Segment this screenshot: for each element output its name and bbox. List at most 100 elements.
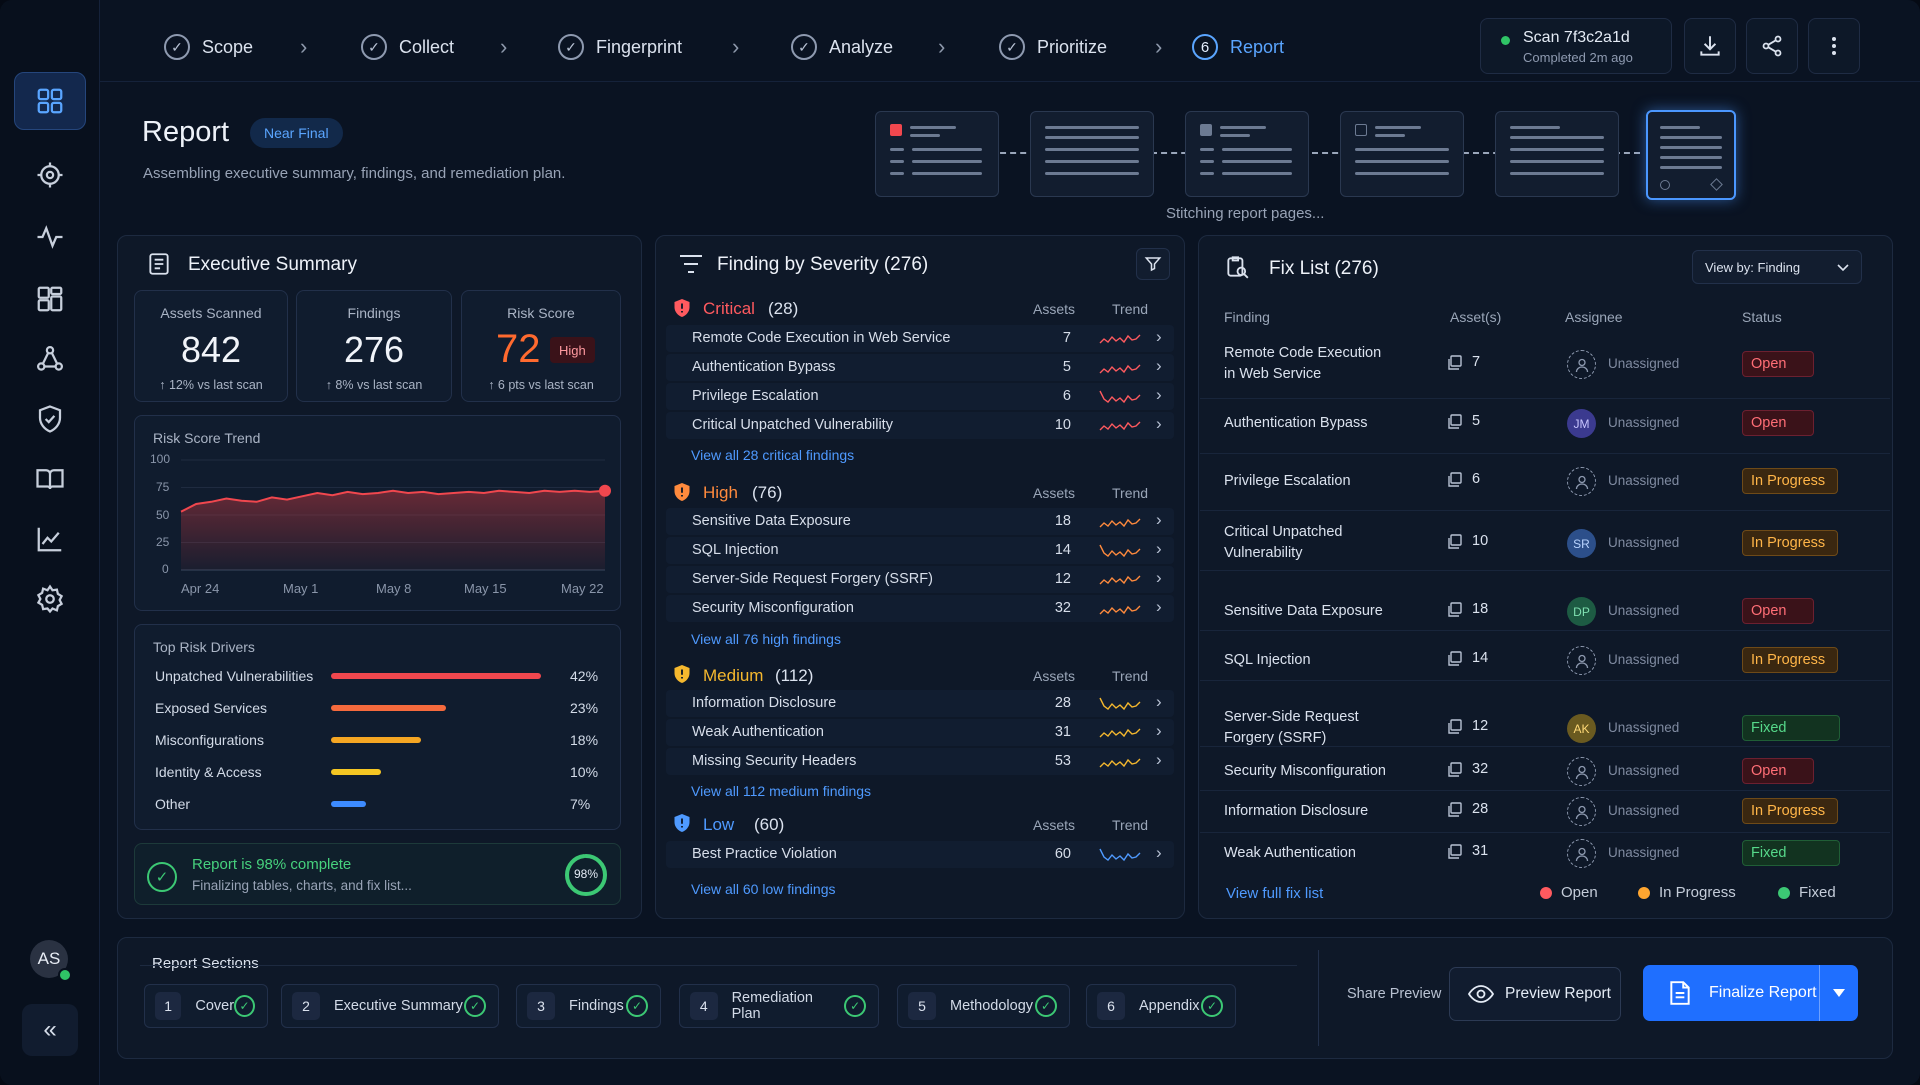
assignee-avatar[interactable]: AK	[1567, 714, 1596, 743]
finding-row[interactable]: Information Disclosure 28 ›	[666, 690, 1174, 717]
gear-icon	[36, 584, 64, 614]
status-badge[interactable]: Open	[1742, 758, 1814, 784]
sidebar: AS «	[0, 0, 100, 1085]
sidebar-dashboard[interactable]	[14, 72, 86, 130]
section-remediation-plan[interactable]: 4 Remediation Plan ✓	[679, 984, 879, 1028]
page-thumbnail-active[interactable]	[1646, 110, 1736, 200]
driver-percent: 18%	[570, 732, 599, 748]
trend-sparkline	[1099, 575, 1141, 585]
page-thumbnail[interactable]	[1495, 111, 1619, 197]
unassigned-user-icon[interactable]	[1567, 757, 1596, 786]
step-fingerprint[interactable]: ✓ Fingerprint	[558, 34, 682, 60]
finding-row[interactable]: Security Misconfiguration 32 ›	[666, 595, 1174, 622]
assets-stack-icon	[1448, 354, 1462, 370]
section-number: 5	[908, 992, 936, 1020]
finalize-report-button[interactable]: Finalize Report	[1643, 965, 1858, 1021]
chevron-right-icon: ›	[300, 34, 308, 59]
finding-name: Missing Security Headers	[692, 753, 857, 769]
sidebar-modules[interactable]	[14, 270, 86, 328]
column-header-assignee: Assignee	[1565, 309, 1623, 325]
page-thumbnail[interactable]	[875, 111, 999, 197]
step-report[interactable]: 6 Report	[1192, 34, 1284, 60]
finding-row[interactable]: Missing Security Headers 53 ›	[666, 748, 1174, 775]
view-critical-link[interactable]: View all 28 critical findings	[691, 447, 855, 463]
status-badge[interactable]: In Progress	[1742, 798, 1838, 824]
unassigned-user-icon[interactable]	[1567, 467, 1596, 496]
filter-button[interactable]	[1136, 248, 1170, 280]
status-badge[interactable]: Fixed	[1742, 840, 1840, 866]
section-appendix[interactable]: 6 Appendix ✓	[1086, 984, 1236, 1028]
view-full-fix-list-link[interactable]: View full fix list	[1226, 885, 1324, 902]
section-executive-summary[interactable]: 2 Executive Summary ✓	[281, 984, 499, 1028]
section-methodology[interactable]: 5 Methodology ✓	[897, 984, 1070, 1028]
sidebar-analytics[interactable]	[14, 510, 86, 568]
finding-row[interactable]: Server-Side Request Forgery (SSRF) 12 ›	[666, 566, 1174, 593]
view-medium-link[interactable]: View all 112 medium findings	[691, 783, 872, 799]
assignee-avatar[interactable]: JM	[1567, 409, 1596, 438]
page-thumbnail[interactable]	[1185, 111, 1309, 197]
finding-name: Information Disclosure	[692, 695, 837, 711]
assignee-avatar[interactable]: DP	[1567, 597, 1596, 626]
sidebar-network[interactable]	[14, 330, 86, 388]
column-header-assets: Assets	[1033, 301, 1076, 317]
view-high-link[interactable]: View all 76 high findings	[691, 631, 841, 647]
status-badge[interactable]: Open	[1742, 598, 1814, 624]
view-by-select[interactable]: View by: Finding	[1692, 250, 1862, 284]
driver-label: Misconfigurations	[155, 732, 264, 748]
share-preview-label[interactable]: Share Preview	[1347, 986, 1442, 1002]
unassigned-user-icon[interactable]	[1567, 839, 1596, 868]
finding-row[interactable]: Sensitive Data Exposure 18 ›	[666, 508, 1174, 535]
check-circle-icon: ✓	[1201, 995, 1223, 1017]
view-low-link[interactable]: View all 60 low findings	[691, 881, 836, 897]
driver-percent: 42%	[570, 668, 599, 684]
unassigned-user-icon[interactable]	[1567, 350, 1596, 379]
sidebar-activity[interactable]	[14, 208, 86, 266]
collapse-sidebar-button[interactable]: «	[22, 1004, 78, 1056]
trend-latest-point[interactable]	[599, 484, 611, 497]
finding-row[interactable]: SQL Injection 14 ›	[666, 537, 1174, 564]
status-badge[interactable]: Fixed	[1742, 715, 1840, 741]
preview-report-button[interactable]: Preview Report	[1449, 967, 1621, 1021]
step-prioritize[interactable]: ✓ Prioritize	[999, 34, 1107, 60]
step-analyze[interactable]: ✓ Analyze	[791, 34, 893, 60]
step-scope[interactable]: ✓ Scope	[164, 34, 253, 60]
page-subtitle: Assembling executive summary, findings, …	[143, 165, 566, 182]
status-badge[interactable]: Open	[1742, 351, 1814, 377]
severity-title: Finding by Severity (276)	[717, 254, 929, 275]
finding-row[interactable]: Authentication Bypass 5 ›	[666, 354, 1174, 381]
unassigned-user-icon[interactable]	[1567, 646, 1596, 675]
sparkline-path	[1099, 544, 1141, 558]
status-badge[interactable]: In Progress	[1742, 647, 1838, 673]
finding-row[interactable]: Best Practice Violation 60 ›	[666, 841, 1174, 868]
finding-row[interactable]: Weak Authentication 31 ›	[666, 719, 1174, 746]
section-cover[interactable]: 1 Cover ✓	[144, 984, 268, 1028]
caret-down-icon[interactable]	[1833, 989, 1845, 997]
status-badge[interactable]: Open	[1742, 410, 1814, 436]
y-tick: 0	[162, 562, 169, 576]
status-badge[interactable]: In Progress	[1742, 530, 1838, 556]
chevron-right-icon: ›	[1156, 327, 1162, 346]
page-thumbnail[interactable]	[1030, 111, 1154, 197]
section-findings[interactable]: 3 Findings ✓	[516, 984, 661, 1028]
sidebar-docs[interactable]	[14, 450, 86, 508]
finding-row[interactable]: Remote Code Execution in Web Service 7 ›	[666, 325, 1174, 352]
assignee-avatar[interactable]: SR	[1567, 529, 1596, 558]
finding-row[interactable]: Privilege Escalation 6 ›	[666, 383, 1174, 410]
sidebar-settings[interactable]	[14, 570, 86, 628]
driver-label: Unpatched Vulnerabilities	[155, 668, 314, 684]
step-collect[interactable]: ✓ Collect	[361, 34, 454, 60]
sidebar-security[interactable]	[14, 390, 86, 448]
sidebar-target[interactable]	[14, 146, 86, 204]
more-options-button[interactable]	[1808, 18, 1860, 74]
unassigned-user-icon[interactable]	[1567, 797, 1596, 826]
trend-area	[181, 490, 605, 570]
finding-row[interactable]: Critical Unpatched Vulnerability 10 ›	[666, 412, 1174, 439]
download-button[interactable]	[1684, 18, 1736, 74]
fix-asset-count: 28	[1472, 801, 1489, 817]
page-thumbnail[interactable]	[1340, 111, 1464, 197]
finding-assets: 32	[1054, 600, 1071, 616]
status-badge[interactable]: In Progress	[1742, 468, 1838, 494]
layout-grid-icon	[37, 286, 63, 312]
scan-status[interactable]: Scan 7f3c2a1d Completed 2m ago	[1480, 18, 1672, 74]
share-button[interactable]	[1746, 18, 1798, 74]
